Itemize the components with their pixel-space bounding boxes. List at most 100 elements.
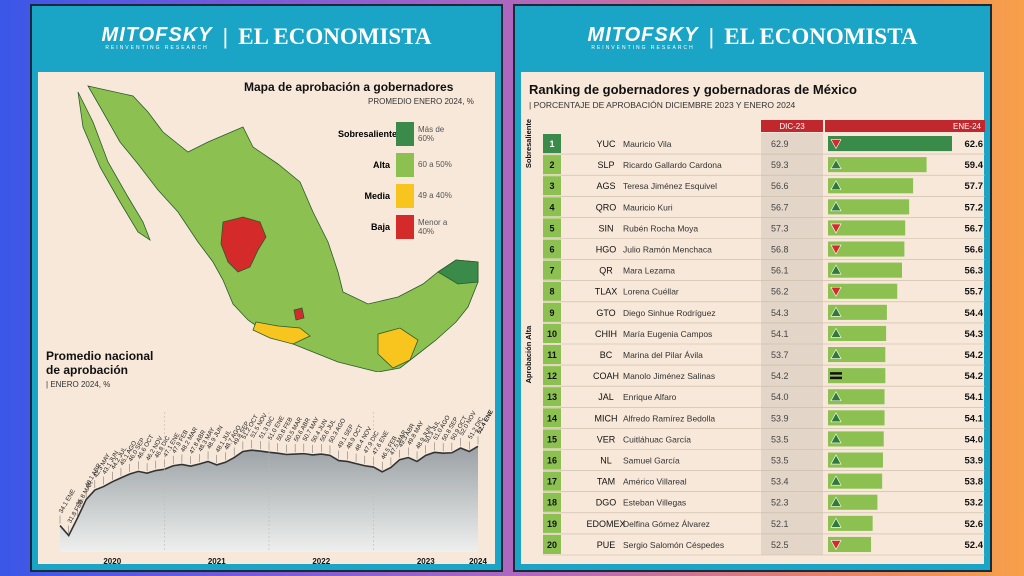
governor-name: María Eugenia Campos	[623, 329, 712, 339]
trend-title: Promedio nacional de aprobación	[46, 349, 153, 377]
state-code: AGS	[596, 181, 615, 191]
ene-bar	[828, 473, 883, 489]
state-code: MICH	[595, 413, 618, 423]
rank-badge	[543, 155, 561, 175]
ene-value: 54.1	[965, 413, 984, 424]
governor-name: Alfredo Ramírez Bedolla	[623, 413, 715, 423]
trend-up-icon	[830, 201, 842, 212]
ene-bar	[828, 262, 902, 278]
rank-badge	[543, 197, 561, 217]
state-zacatecas	[220, 216, 267, 273]
governor-name: Teresa Jiménez Esquivel	[623, 181, 717, 191]
dic-value: 53.4	[771, 477, 789, 487]
year-label: 2024	[469, 557, 487, 566]
dic-value: 52.1	[771, 519, 789, 529]
legend-label: Baja	[370, 221, 390, 232]
rank-badge	[543, 366, 561, 386]
ene-bar	[828, 325, 887, 341]
legend-item-baja: Baja Menor a 40%	[338, 211, 488, 242]
state-code: DGO	[596, 498, 617, 508]
map-legend: Sobresaliente Más de 60% Alta 60 a 50% M…	[338, 118, 488, 242]
trend-up-icon	[830, 348, 842, 359]
ene-value: 54.0	[965, 434, 984, 445]
rank-number: 12	[547, 371, 557, 381]
rank-badge	[543, 534, 561, 554]
rank-badge	[543, 450, 561, 470]
ranking-subtitle-text: PORCENTAJE DE APROBACIÓN DICIEMBRE 2023 …	[533, 100, 796, 110]
legend-swatch	[396, 214, 414, 239]
dic-value: 56.6	[771, 181, 789, 191]
mitofsky-tagline: REINVENTING RESEARCH	[591, 44, 695, 51]
ene-bar	[828, 410, 885, 426]
rank-number: 11	[547, 350, 557, 360]
year-label: 2022	[312, 557, 330, 566]
dic-value: 53.9	[771, 413, 789, 423]
rank-number: 17	[547, 477, 557, 487]
dic-value: 53.7	[771, 350, 789, 360]
rank-badge	[543, 239, 561, 259]
rank-number: 3	[549, 181, 554, 191]
ene-bar	[828, 368, 886, 384]
rank-badge	[543, 302, 561, 322]
governor-name: Julio Ramón Menchaca	[623, 245, 712, 255]
state-morelos	[293, 307, 305, 321]
dic-value: 53.5	[771, 456, 789, 466]
mitofsky-logo: MITOFSKY REINVENTING RESEARCH	[102, 24, 213, 51]
el-economista-logo: EL ECONOMISTA	[724, 24, 918, 49]
dic-value: 56.1	[771, 266, 789, 276]
ene-value: 59.4	[965, 160, 984, 171]
trend-equal-icon	[830, 376, 842, 380]
governor-name: Esteban Villegas	[623, 498, 686, 508]
state-code: COAH	[593, 371, 619, 381]
legend-swatch	[396, 183, 414, 208]
ene-value: 56.7	[965, 223, 984, 234]
trend-up-icon	[830, 306, 842, 317]
trend-down-icon	[830, 223, 842, 234]
state-code: EDOMEX	[586, 519, 625, 529]
dic-value: 54.3	[771, 308, 789, 318]
mitofsky-logo: MITOFSKY REINVENTING RESEARCH	[588, 24, 699, 51]
trend-up-icon	[830, 517, 842, 528]
trend-up-icon	[830, 264, 842, 275]
year-label: 2023	[417, 557, 435, 566]
rank-badge	[543, 387, 561, 407]
rank-number: 7	[549, 266, 554, 276]
dic-value: 57.3	[771, 223, 789, 233]
legend-item-alta: Alta 60 a 50%	[338, 149, 488, 180]
year-label: 2020	[103, 557, 121, 566]
legend-item-media: Media 49 a 40%	[338, 180, 488, 211]
legend-range: 60 a 50%	[418, 160, 452, 169]
ene-bar	[828, 283, 898, 299]
mexico-landmass	[77, 85, 479, 372]
rank-number: 10	[547, 329, 557, 339]
ene-bar	[828, 452, 883, 468]
right-content: Ranking de gobernadores y gobernadoras d…	[521, 72, 985, 564]
ene-value: 54.4	[965, 308, 984, 319]
state-code: VER	[597, 434, 616, 444]
governor-name: Diego Sinhue Rodríguez	[623, 308, 716, 318]
mitofsky-wordmark: MITOFSKY	[587, 23, 699, 46]
group-label: Aprobación Alta	[524, 325, 533, 383]
rank-number: 16	[547, 456, 557, 466]
ene-value: 53.9	[965, 456, 984, 467]
governor-name: Ricardo Gallardo Cardona	[623, 160, 722, 170]
ene-bar	[828, 178, 914, 194]
trend-up-icon	[830, 496, 842, 507]
year-label: 2021	[208, 557, 226, 566]
rank-badge	[543, 218, 561, 238]
ene-bar	[828, 304, 887, 320]
ene-value: 53.8	[965, 477, 984, 488]
rank-number: 1	[549, 139, 554, 149]
rank-number: 13	[547, 392, 557, 402]
dic-value: 54.2	[771, 371, 789, 381]
governor-name: Samuel García	[623, 456, 680, 466]
state-code: HGO	[596, 245, 617, 255]
state-code: PUE	[597, 540, 616, 550]
map-title: Mapa de aprobación a gobernadores	[244, 80, 454, 94]
ene-value: 57.7	[965, 181, 984, 192]
rank-badge	[543, 323, 561, 343]
trend-down-icon	[830, 139, 842, 150]
rank-badge	[543, 513, 561, 533]
rank-badge	[543, 281, 561, 301]
